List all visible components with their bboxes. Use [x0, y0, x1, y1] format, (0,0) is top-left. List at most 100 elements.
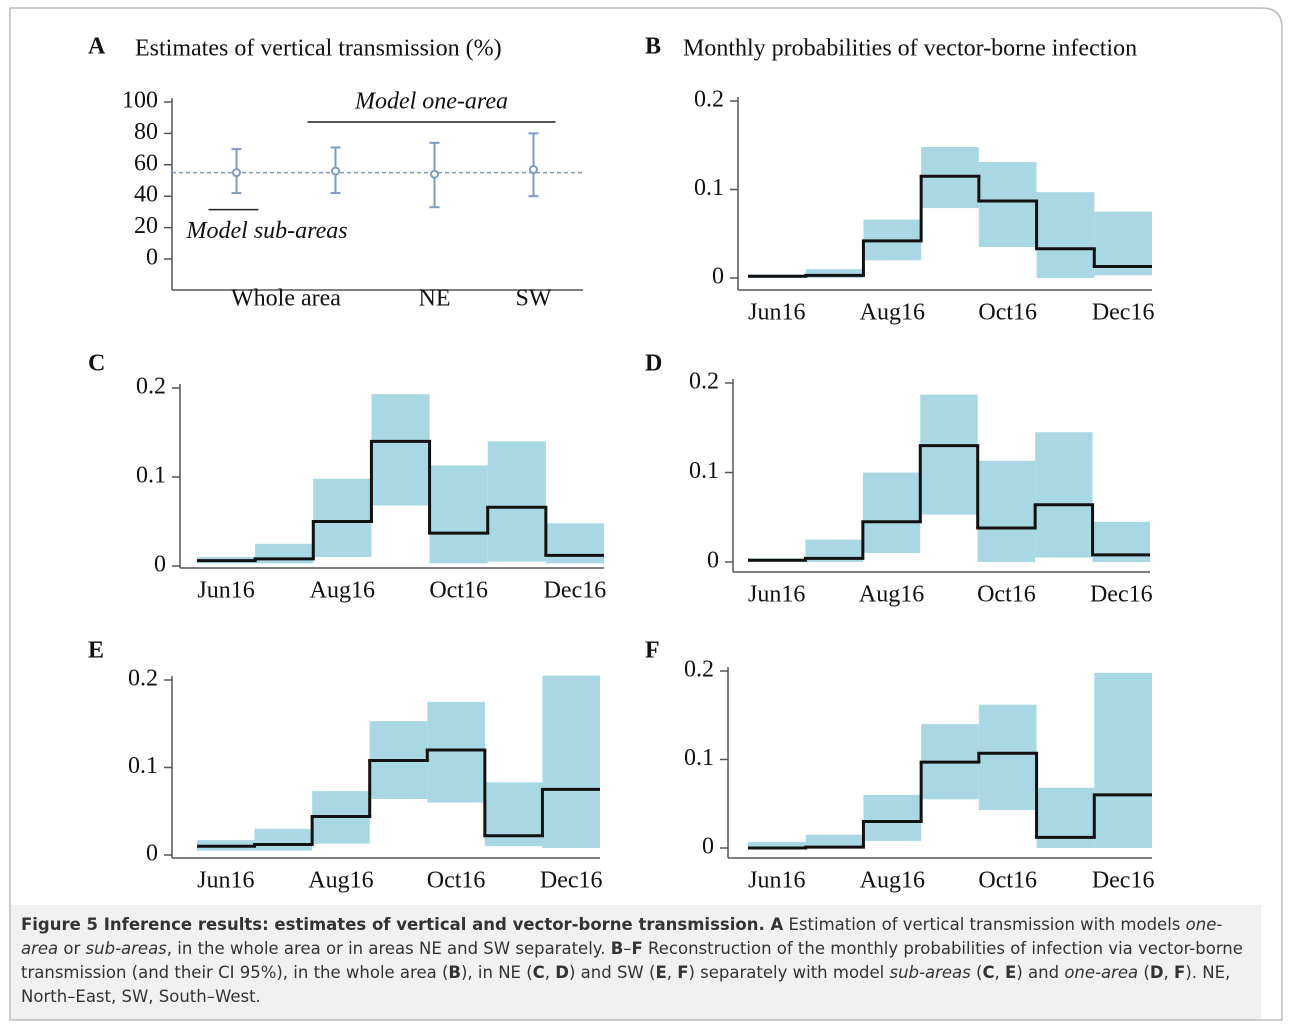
point: [232, 168, 241, 178]
y-tick-label: 60: [134, 150, 158, 176]
caption-text: ) and SW (: [568, 963, 656, 982]
caption-text: ). NE, North–East, SW, South–West.: [21, 963, 1231, 1006]
caption-text: sub-areas: [889, 963, 971, 982]
x-tick-label: Jun16: [197, 578, 254, 604]
caption-text: Reconstruction of the monthly probabilit…: [21, 939, 1243, 982]
annotation: Model sub-areas: [186, 218, 348, 244]
x-tick-label: Oct16: [427, 868, 486, 894]
ci-band: [487, 441, 546, 562]
ci-band: [1036, 192, 1095, 278]
x-tick-label: Aug16: [860, 300, 925, 326]
panel-label: B: [645, 34, 661, 60]
ci-band: [977, 460, 1036, 562]
y-tick-label: 0.1: [684, 745, 714, 771]
caption-text: sub-areas: [85, 939, 167, 958]
x-tick-label: Oct16: [978, 300, 1037, 326]
y-tick-label: 40: [134, 182, 158, 208]
caption-text: C: [532, 963, 545, 982]
caption-text: ,: [1163, 963, 1175, 982]
point: [430, 169, 439, 179]
ci-band: [863, 794, 922, 841]
caption-text: B: [610, 939, 624, 958]
ci-band: [429, 465, 488, 564]
ci-band: [805, 539, 863, 562]
x-tick-label: Dec16: [540, 868, 603, 894]
ci-band: [978, 704, 1037, 810]
caption-text: C: [982, 963, 995, 982]
x-tick-label: Jun16: [748, 300, 805, 326]
annotation: Model one-area: [354, 89, 508, 115]
caption-text: ,: [544, 963, 556, 982]
caption-text: ,: [994, 963, 1006, 982]
y-tick-label: 100: [122, 88, 158, 114]
x-tick-label: Aug16: [310, 578, 375, 604]
y-tick-label: 0.2: [684, 657, 714, 683]
caption-text: ), in NE (: [461, 963, 533, 982]
y-tick-label: 0.1: [128, 753, 158, 779]
caption-text: A: [770, 915, 784, 934]
caption-text: Estimation of vertical transmission with…: [783, 915, 1186, 934]
panel-label: C: [88, 351, 105, 377]
y-tick-label: 0.1: [136, 463, 166, 489]
x-tick-label: Dec16: [1090, 582, 1153, 608]
x-tick-label: Dec16: [1092, 868, 1155, 894]
x-tick-label: SW: [516, 286, 552, 312]
ci-band: [978, 162, 1037, 248]
ci-band: [545, 523, 604, 564]
ci-band: [920, 394, 978, 515]
caption-text: or: [58, 939, 86, 958]
ci-band: [371, 394, 430, 506]
y-tick-label: 0.2: [694, 87, 724, 113]
caption-text: ) and: [1016, 963, 1065, 982]
caption-text: one-area: [21, 915, 1223, 958]
x-tick-label: Whole area: [231, 286, 341, 312]
y-tick-label: 0: [707, 548, 719, 574]
ci-band: [805, 834, 864, 848]
x-tick-label: Dec16: [544, 578, 607, 604]
caption-text: (: [1138, 963, 1150, 982]
y-tick-label: 0.2: [128, 666, 158, 692]
x-tick-label: Jun16: [748, 582, 805, 608]
ci-band: [542, 675, 600, 848]
x-tick-label: Jun16: [748, 868, 805, 894]
x-tick-label: NE: [419, 286, 451, 312]
y-tick-label: 0.1: [689, 458, 719, 484]
caption-text: F: [631, 939, 643, 958]
panel-label: E: [88, 638, 104, 664]
x-tick-label: Oct16: [978, 868, 1037, 894]
caption-text: ,: [666, 963, 678, 982]
x-tick-label: Jun16: [197, 868, 254, 894]
ci-band: [313, 478, 372, 558]
ci-band: [254, 828, 313, 851]
y-tick-label: 80: [134, 119, 158, 145]
x-tick-label: Oct16: [429, 578, 488, 604]
x-tick-label: Oct16: [977, 582, 1036, 608]
y-tick-label: 0: [146, 841, 158, 867]
x-tick-label: Aug16: [860, 868, 925, 894]
y-tick-label: 0.1: [694, 175, 724, 201]
caption-text: B: [448, 963, 461, 982]
y-tick-label: 0.2: [689, 369, 719, 395]
caption-text: E: [655, 963, 667, 982]
point: [529, 165, 538, 175]
y-tick-label: 0: [146, 245, 158, 271]
y-tick-label: 0: [702, 834, 714, 860]
y-tick-label: 0.2: [136, 374, 166, 400]
panel-label: D: [645, 351, 662, 377]
x-tick-label: Dec16: [1092, 300, 1155, 326]
ci-band: [748, 841, 806, 848]
x-tick-label: Aug16: [859, 582, 924, 608]
caption-text: (: [970, 963, 983, 982]
x-tick-label: Aug16: [308, 868, 373, 894]
caption-text: ) separately with model: [688, 963, 890, 982]
figure-border: [9, 7, 1283, 1021]
ci-band: [1036, 787, 1095, 848]
caption: Figure 5 Inference results: estimates of…: [11, 905, 1261, 1019]
ci-band: [1094, 672, 1152, 848]
y-tick-label: 20: [134, 213, 158, 239]
panel-label: F: [645, 638, 660, 664]
caption-text: one-area: [1064, 963, 1139, 982]
y-tick-label: 0: [154, 552, 166, 578]
